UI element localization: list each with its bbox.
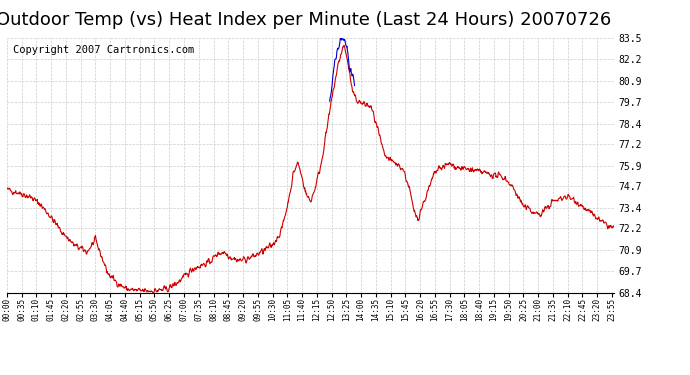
Text: Copyright 2007 Cartronics.com: Copyright 2007 Cartronics.com — [13, 45, 194, 55]
Text: Outdoor Temp (vs) Heat Index per Minute (Last 24 Hours) 20070726: Outdoor Temp (vs) Heat Index per Minute … — [0, 11, 611, 29]
